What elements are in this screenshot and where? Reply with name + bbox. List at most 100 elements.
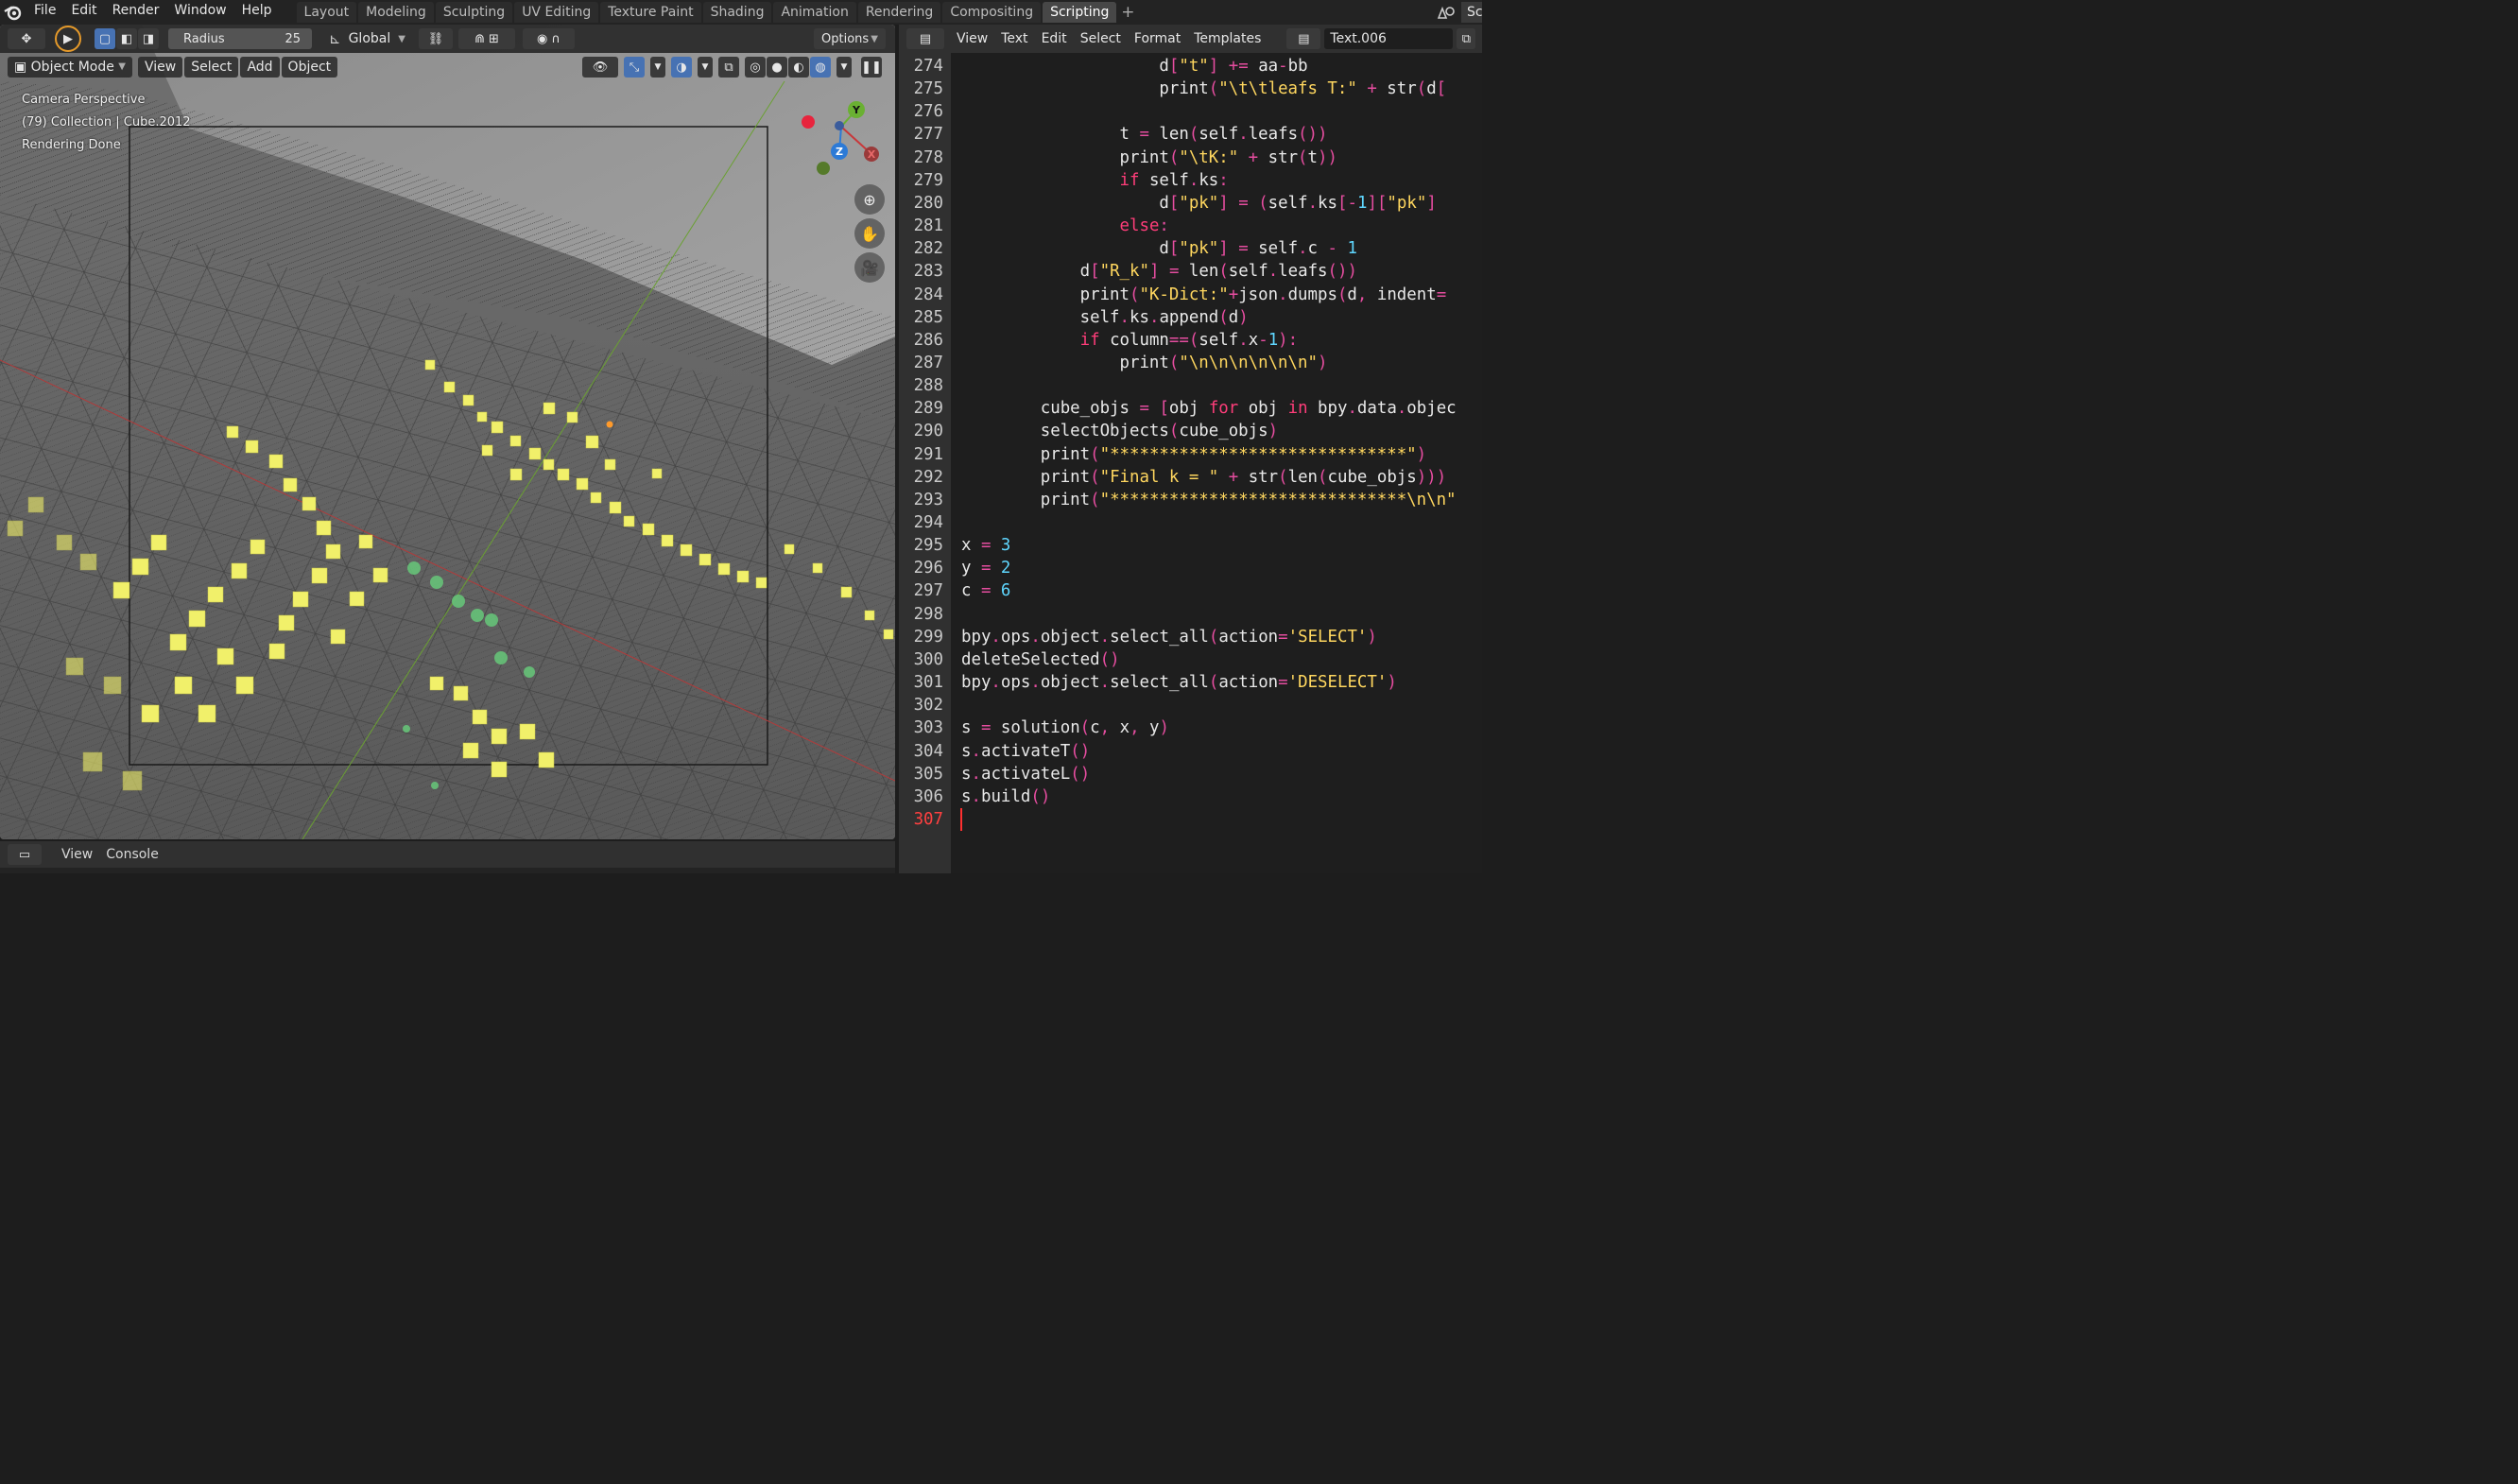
new-text-button[interactable]: ⧉ — [1457, 28, 1476, 49]
code-line[interactable]: print("K-Dict:"+json.dumps(d, indent= — [961, 285, 1447, 304]
shading-dropdown[interactable]: ▼ — [836, 57, 852, 78]
code-line[interactable]: s = solution(c, x, y) — [961, 718, 1169, 738]
scene-selector[interactable]: Sc — [1431, 0, 1483, 25]
tab-uv-editing[interactable]: UV Editing — [514, 2, 599, 23]
overlay-dropdown[interactable]: ▼ — [698, 57, 713, 78]
menu-console[interactable]: Console — [106, 847, 159, 862]
shading-material-button[interactable]: ◐ — [788, 57, 809, 78]
tab-animation[interactable]: Animation — [773, 2, 856, 23]
text-editor[interactable]: ▤ View Text Edit Select Format Templates… — [899, 25, 1482, 873]
code-line[interactable]: if self.ks: — [1119, 170, 1229, 190]
code-line[interactable]: print("******************************") — [961, 444, 1427, 464]
tab-layout[interactable]: Layout — [296, 2, 357, 23]
menu-view[interactable]: View — [138, 57, 183, 78]
add-workspace-icon[interactable]: + — [1121, 3, 1135, 22]
pan-button[interactable]: ✋ — [854, 218, 885, 249]
menu-select[interactable]: Select — [1079, 31, 1121, 46]
tab-modeling[interactable]: Modeling — [358, 2, 434, 23]
menu-templates[interactable]: Templates — [1194, 31, 1262, 46]
visibility-button[interactable]: 👁 — [582, 57, 618, 78]
overlay-toggle-button[interactable]: ◑ — [671, 57, 692, 78]
tab-texture-paint[interactable]: Texture Paint — [600, 2, 701, 23]
code-line[interactable]: selectObjects(cube_objs) — [961, 422, 1279, 441]
editor-type-button[interactable]: ▤ — [906, 28, 944, 49]
tab-rendering[interactable]: Rendering — [857, 2, 941, 23]
select-extend-button[interactable]: ◧ — [116, 28, 137, 49]
orientation-dropdown[interactable]: ⊾ Global ▼ — [329, 30, 405, 47]
code-line[interactable]: print("******************************\n\… — [961, 490, 1457, 509]
menu-render[interactable]: Render — [112, 3, 160, 18]
radius-field[interactable]: Radius 25 — [168, 28, 312, 49]
menu-file[interactable]: File — [34, 3, 57, 18]
proportional-edit-button[interactable]: ◉ ∩ — [522, 28, 575, 49]
menu-window[interactable]: Window — [174, 3, 227, 18]
text-name-field[interactable]: Text.006 — [1324, 28, 1454, 49]
select-tool-button[interactable]: ▶ — [55, 26, 81, 52]
code-line[interactable]: cube_objs = [obj for obj in bpy.data.obj… — [961, 399, 1457, 419]
options-dropdown[interactable]: Options ▼ — [814, 28, 886, 49]
camera-view-button[interactable]: 🎥 — [854, 252, 885, 283]
code-line[interactable]: d["R_k"] = len(self.leafs()) — [961, 262, 1357, 282]
code-line[interactable]: t = len(self.leafs()) — [961, 125, 1328, 145]
menu-select[interactable]: Select — [184, 57, 239, 78]
line-number: 298 — [913, 604, 943, 624]
python-console[interactable]: ▭ View Console — [0, 841, 895, 873]
code-line[interactable]: s.activateT() — [961, 741, 1091, 761]
select-subtract-button[interactable]: ◨ — [138, 28, 159, 49]
pause-render-button[interactable]: ❚❚ — [861, 57, 882, 78]
code-line[interactable]: bpy.ops.object.select_all(action='DESELE… — [961, 673, 1397, 693]
tab-shading[interactable]: Shading — [702, 2, 772, 23]
code-line[interactable]: s.activateL() — [961, 764, 1091, 784]
menu-view[interactable]: View — [61, 847, 94, 862]
gizmo-dropdown[interactable]: ▼ — [650, 57, 665, 78]
code-line[interactable]: print("Final k = " + str(len(cube_objs))… — [961, 467, 1447, 487]
menu-edit[interactable]: Edit — [71, 3, 97, 18]
code-line[interactable]: self.ks.append(d) — [961, 307, 1249, 327]
navigation-gizmo[interactable]: Y Z X — [794, 98, 888, 183]
code-line[interactable]: d["t"] += aa-bb — [961, 57, 1308, 76]
code-line[interactable]: x = 3 — [961, 536, 1011, 556]
gizmo-toggle-button[interactable]: ⤡ — [624, 57, 645, 78]
mode-dropdown[interactable]: ▣ Object Mode ▼ — [8, 57, 132, 78]
code-line[interactable]: print("\t\tleafs T:" + str(d[ — [961, 79, 1447, 99]
text-browse-button[interactable]: ▤ — [1286, 28, 1321, 49]
shading-rendered-button[interactable]: ◍ — [810, 57, 831, 78]
menu-help[interactable]: Help — [241, 3, 272, 18]
viewport-shading-controls: 👁 ⤡ ▼ ◑ ▼ ⧉ ◎ ● ◐ ◍ ▼ ❚❚ — [582, 57, 882, 78]
xray-button[interactable]: ⧉ — [718, 57, 739, 78]
code-area[interactable]: d["t"] += aa-bb print("\t\tleafs T:" + s… — [951, 53, 1482, 873]
code-line[interactable]: d["pk"] = self.c - 1 — [961, 239, 1357, 259]
blender-logo-icon[interactable] — [0, 0, 26, 25]
code-line[interactable]: bpy.ops.object.select_all(action='SELECT… — [961, 627, 1377, 647]
tab-scripting[interactable]: Scripting — [1043, 2, 1117, 23]
3d-viewport[interactable]: ✥ ▶ ▢ ◧ ◨ Radius 25 ⊾ Global ▼ ⛓ ⋒ ⊞ ◉ ∩… — [0, 25, 895, 839]
line-number: 289 — [913, 399, 943, 419]
xray-icon: ⧉ — [724, 60, 733, 75]
console-editor-type-button[interactable]: ▭ — [8, 844, 42, 865]
snap-button[interactable]: ⋒ ⊞ — [457, 28, 515, 49]
menu-view[interactable]: View — [957, 31, 989, 46]
code-line[interactable]: c = 6 — [961, 581, 1011, 601]
pivot-point-button[interactable]: ⛓ — [418, 28, 453, 49]
tab-compositing[interactable]: Compositing — [942, 2, 1042, 23]
menu-object[interactable]: Object — [281, 57, 338, 78]
code-line[interactable]: if column==(self.x-1): — [1079, 330, 1299, 350]
code-line[interactable]: y = 2 — [961, 559, 1011, 578]
zoom-button[interactable]: ⊕ — [854, 184, 885, 215]
menu-edit[interactable]: Edit — [1041, 31, 1067, 46]
code-line[interactable]: d["pk"] = (self.ks[-1]["pk"] — [961, 193, 1437, 213]
menu-add[interactable]: Add — [240, 57, 280, 78]
code-line[interactable]: else: — [1119, 216, 1169, 236]
code-line[interactable]: deleteSelected() — [961, 649, 1120, 669]
tab-sculpting[interactable]: Sculpting — [435, 2, 513, 23]
shading-solid-button[interactable]: ● — [767, 57, 787, 78]
shading-wireframe-button[interactable]: ◎ — [745, 57, 766, 78]
select-new-button[interactable]: ▢ — [95, 28, 115, 49]
tool-header: ✥ ▶ ▢ ◧ ◨ Radius 25 ⊾ Global ▼ ⛓ ⋒ ⊞ ◉ ∩… — [0, 25, 895, 53]
code-line[interactable]: s.build() — [961, 786, 1051, 806]
code-line[interactable]: print("\tK:" + str(t)) — [961, 147, 1337, 167]
tool-icon-button[interactable]: ✥ — [8, 28, 45, 49]
menu-text[interactable]: Text — [1001, 31, 1028, 46]
menu-format[interactable]: Format — [1133, 31, 1181, 46]
code-line[interactable]: print("\n\n\n\n\n\n") — [961, 353, 1328, 372]
